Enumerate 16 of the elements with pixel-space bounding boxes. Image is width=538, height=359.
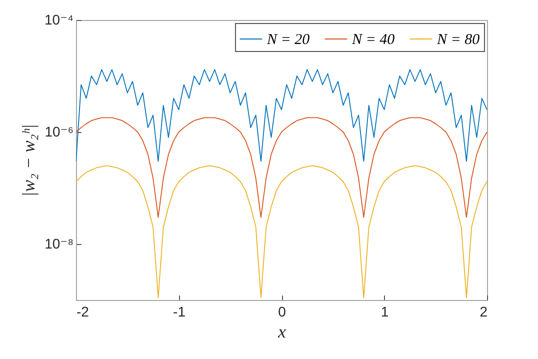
legend-label: N = 40 xyxy=(351,32,396,48)
legend-label: N = 20 xyxy=(266,32,310,48)
y-tick-label: 10⁻⁶ xyxy=(44,124,74,140)
line-series xyxy=(76,165,487,298)
y-tick-label: 10⁻⁸ xyxy=(44,236,74,252)
x-tick-label: 0 xyxy=(278,304,286,320)
line-series xyxy=(76,117,487,218)
y-axis-title: |w₂ − w₂ʰ| xyxy=(18,124,39,197)
x-axis-title: x xyxy=(277,322,286,342)
x-tick-label: 2 xyxy=(480,304,488,320)
x-tick-label: -2 xyxy=(76,304,90,320)
line-series xyxy=(76,69,487,162)
x-tick-label: -1 xyxy=(173,304,186,320)
legend-label: N = 80 xyxy=(436,32,480,48)
x-tick-label: 1 xyxy=(380,304,389,320)
y-tick-label: 10⁻⁴ xyxy=(44,12,74,28)
